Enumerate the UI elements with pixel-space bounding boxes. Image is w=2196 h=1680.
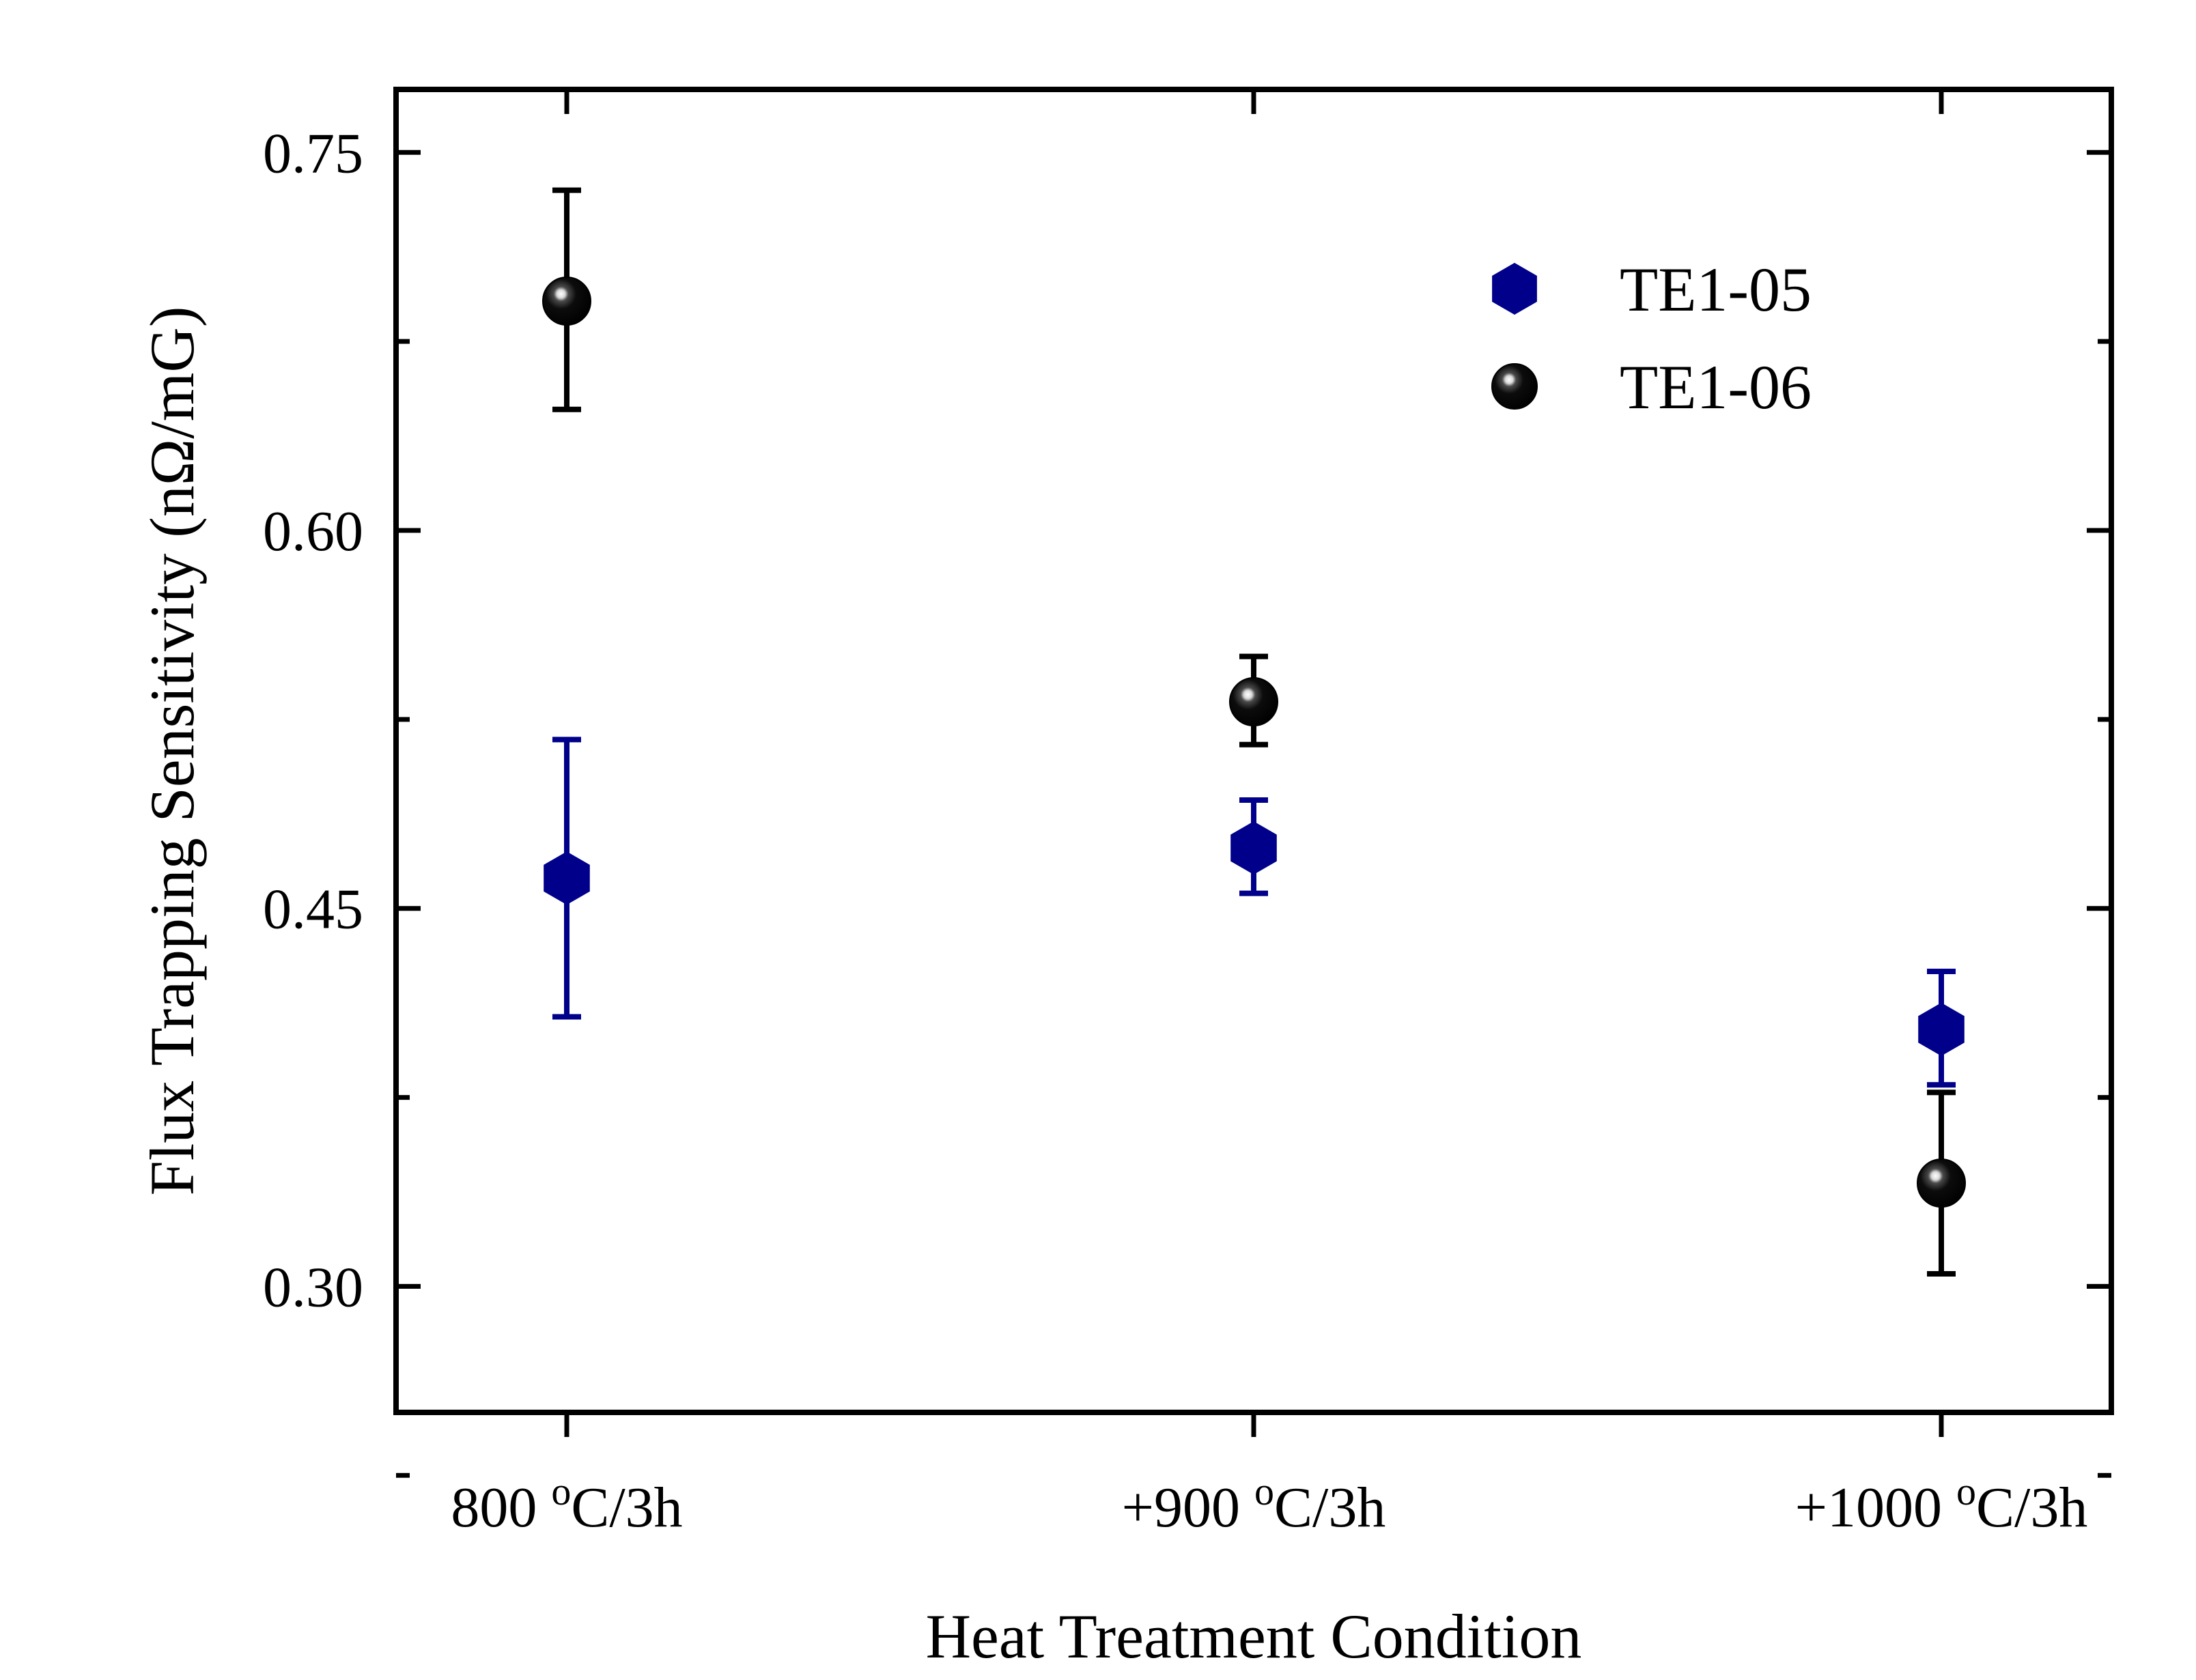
y-tick-label: 0.45 [263, 878, 363, 941]
y-axis-ticks [396, 150, 2111, 1478]
data-point-hexagon [544, 851, 590, 905]
x-tick-label-900: +900 oC/3h [1122, 1469, 1386, 1539]
y-tick-label: 0.75 [263, 122, 363, 185]
data-point-sphere [542, 276, 591, 326]
x-tick-label-800: 800 oC/3h [451, 1469, 682, 1539]
legend-label-te1-06: TE1-06 [1620, 352, 1812, 422]
legend-marker-te1-05 [1492, 263, 1537, 315]
x-axis-tick-labels: 800 oC/3h +900 oC/3h +1000 oC/3h [451, 1469, 2087, 1539]
data-series [542, 187, 1966, 1277]
data-point-hexagon [1230, 821, 1277, 875]
legend: TE1-05 TE1-06 [1491, 255, 1812, 422]
data-point-hexagon [1918, 1002, 1965, 1056]
series-te1-05 [544, 737, 1965, 1088]
x-axis-ticks [564, 89, 1944, 1437]
x-axis-title: Heat Treatment Condition [926, 1601, 1582, 1671]
y-axis-tick-labels: 0.30 0.45 0.60 0.75 [263, 122, 363, 1319]
legend-marker-te1-06 [1491, 363, 1538, 410]
plot-frame [393, 87, 2114, 1415]
series-te1-06 [542, 187, 1966, 1277]
x-tick-label-1000: +1000 oC/3h [1795, 1469, 2088, 1539]
y-tick-label: 0.30 [263, 1255, 363, 1319]
y-tick-label: 0.60 [263, 500, 363, 563]
legend-label-te1-05: TE1-05 [1620, 255, 1812, 324]
y-axis-title: Flux Trapping Sensitivity (nΩ/mG) [137, 307, 207, 1196]
data-point-sphere [1229, 677, 1278, 727]
data-point-sphere [1917, 1158, 1966, 1208]
